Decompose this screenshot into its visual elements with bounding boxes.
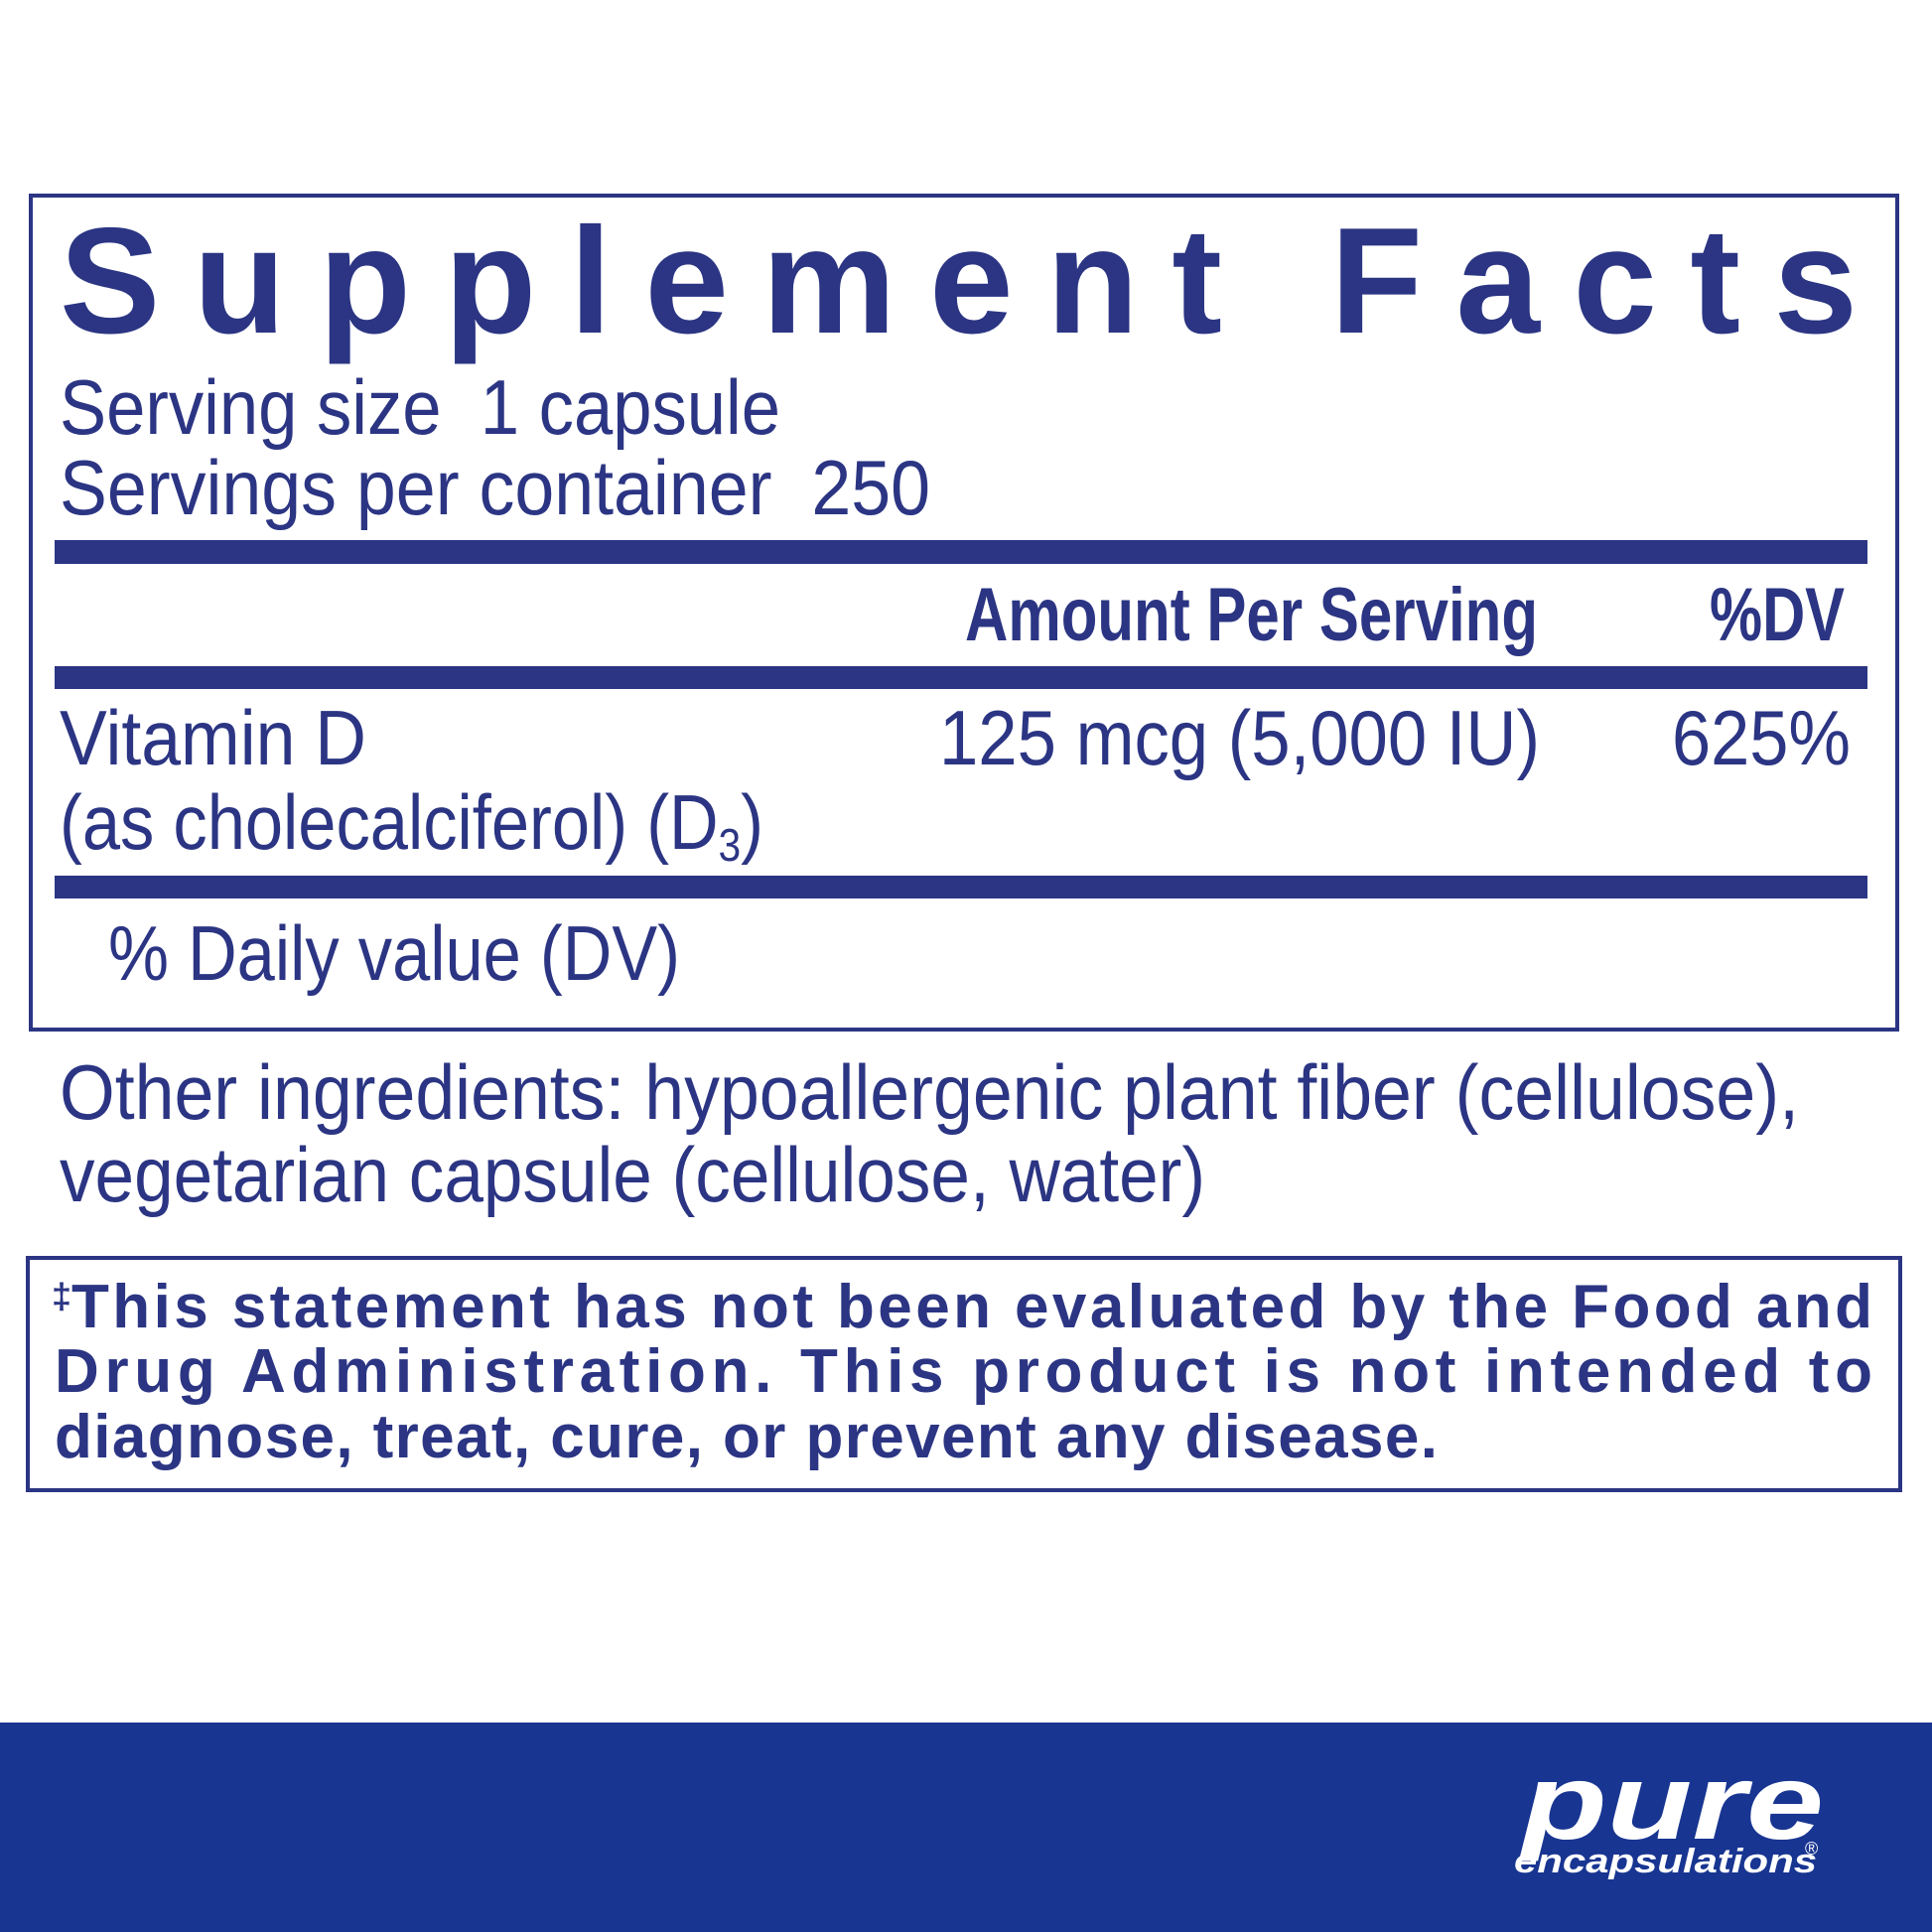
title: Supplement Facts (60, 197, 1858, 365)
serving-size: Serving size 1 capsule (60, 363, 780, 451)
divider-thick (55, 876, 1867, 898)
footer-band (0, 1723, 1932, 1932)
nutrient-amount: 125 mcg (5,000 IU) (939, 694, 1540, 781)
disclaimer-line3: diagnose, treat, cure, or prevent any di… (55, 1403, 1438, 1471)
nutrient-source: (as cholecalciferol) (D3) (60, 778, 763, 871)
other-ingredients-line1: Other ingredients: hypoallergenic plant … (60, 1048, 1799, 1136)
disclaimer-line2: Drug Administration. This product is not… (55, 1337, 1872, 1406)
logo-sub: encapsulations (1514, 1843, 1817, 1880)
logo-registered: ® (1805, 1839, 1818, 1859)
facts-box (29, 194, 1899, 1032)
header-dv: %DV (1710, 573, 1845, 657)
nutrient-name: Vitamin D (60, 694, 366, 781)
disclaimer-line1: This statement has not been evaluated by… (71, 1273, 1872, 1341)
disclaimer-box (26, 1256, 1902, 1492)
divider-thick (55, 666, 1867, 689)
servings-per-container: Servings per container 250 (60, 444, 930, 531)
disclaimer-mark: ‡ (52, 1276, 71, 1316)
brand-logo: pure ® encapsulations (1514, 1741, 1824, 1880)
dv-footnote: % Daily value (DV) (108, 909, 680, 997)
nutrient-dv: 625% (1672, 694, 1851, 781)
divider-thick (55, 540, 1867, 564)
logo-word: pure (1518, 1741, 1824, 1862)
other-ingredients-line2: vegetarian capsule (cellulose, water) (60, 1131, 1205, 1218)
header-amount: Amount Per Serving (965, 573, 1538, 657)
